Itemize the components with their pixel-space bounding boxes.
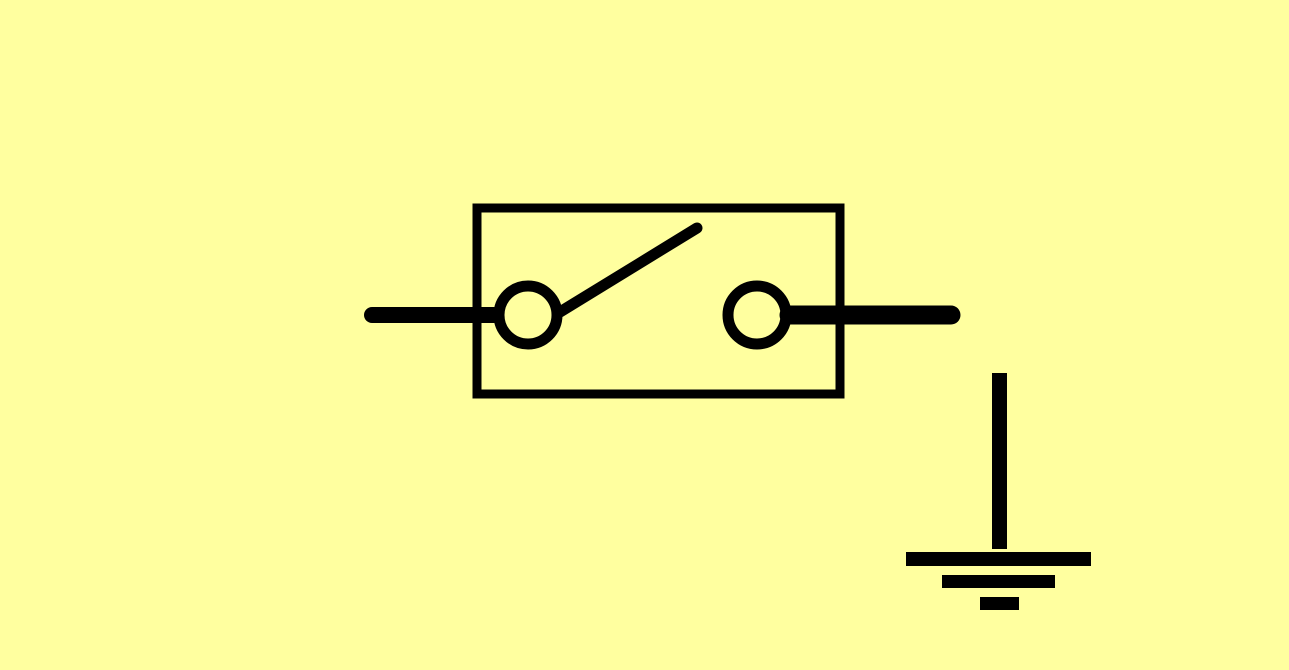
switch-icon [364,203,961,399]
ground-stem [992,373,1007,549]
ground-bar-small [980,597,1019,610]
switch-housing [472,203,845,399]
right-contact-terminal [722,280,792,350]
ground-bar-medium [942,575,1055,588]
ground-bar-large [906,552,1091,566]
switch-lever [554,222,703,318]
ground-icon [906,373,1091,610]
